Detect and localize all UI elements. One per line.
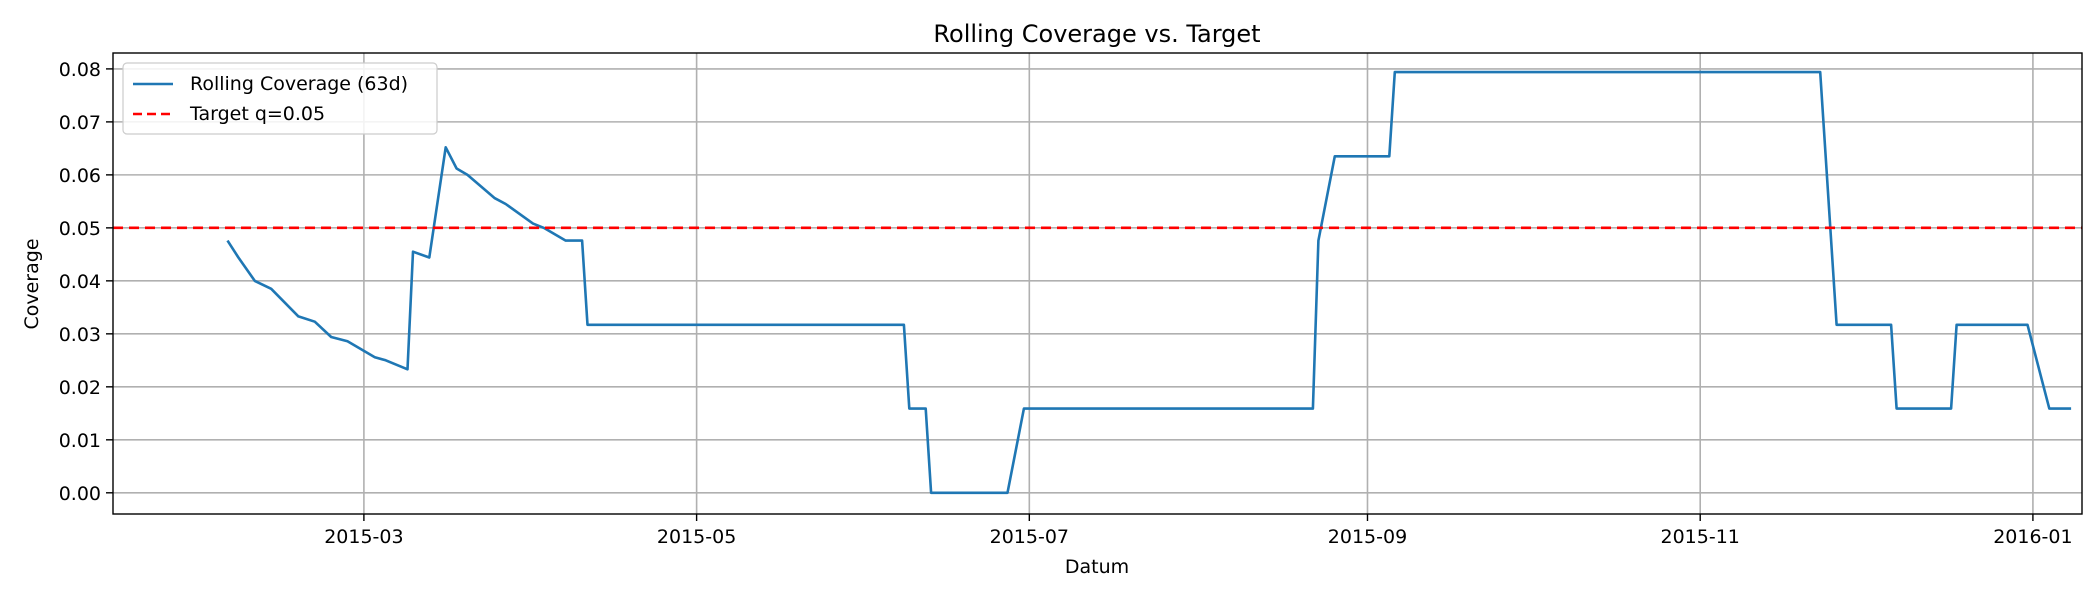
y-tick-label: 0.04	[59, 271, 101, 293]
series-line-rolling-coverage	[226, 70, 2072, 495]
x-tick-label: 2015-09	[1328, 526, 1407, 548]
y-tick-label: 0.07	[59, 112, 101, 134]
y-tick-label: 0.05	[59, 218, 101, 240]
axes-frame	[112, 52, 2083, 515]
legend-box	[122, 62, 438, 135]
y-tick-label: 0.01	[59, 430, 101, 452]
x-tick-label: 2015-07	[990, 526, 1069, 548]
x-tick-label: 2016-01	[1993, 526, 2072, 548]
y-tick-label: 0.00	[59, 483, 101, 505]
y-tick-label: 0.08	[59, 59, 101, 81]
y-tick-label: 0.03	[59, 324, 101, 346]
legend-label-target: Target q=0.05	[189, 103, 325, 125]
y-axis-label: Coverage	[21, 238, 43, 329]
axis-ticks: 2015-03 2015-05 2015-07 2015-09 2015-11 2016-…	[59, 59, 2073, 548]
x-tick-label: 2015-03	[324, 526, 403, 548]
chart-title: Rolling Coverage vs. Target	[933, 20, 1260, 48]
x-tick-label: 2015-05	[657, 526, 736, 548]
series-layer	[113, 70, 2082, 495]
legend-label-coverage: Rolling Coverage (63d)	[190, 73, 408, 95]
legend: Rolling Coverage (63d) Target q=0.05	[122, 62, 438, 135]
y-tick-label: 0.06	[59, 165, 101, 187]
y-tick-label: 0.02	[59, 377, 101, 399]
x-tick-label: 2015-11	[1661, 526, 1740, 548]
x-axis-label: Datum	[1065, 556, 1129, 578]
